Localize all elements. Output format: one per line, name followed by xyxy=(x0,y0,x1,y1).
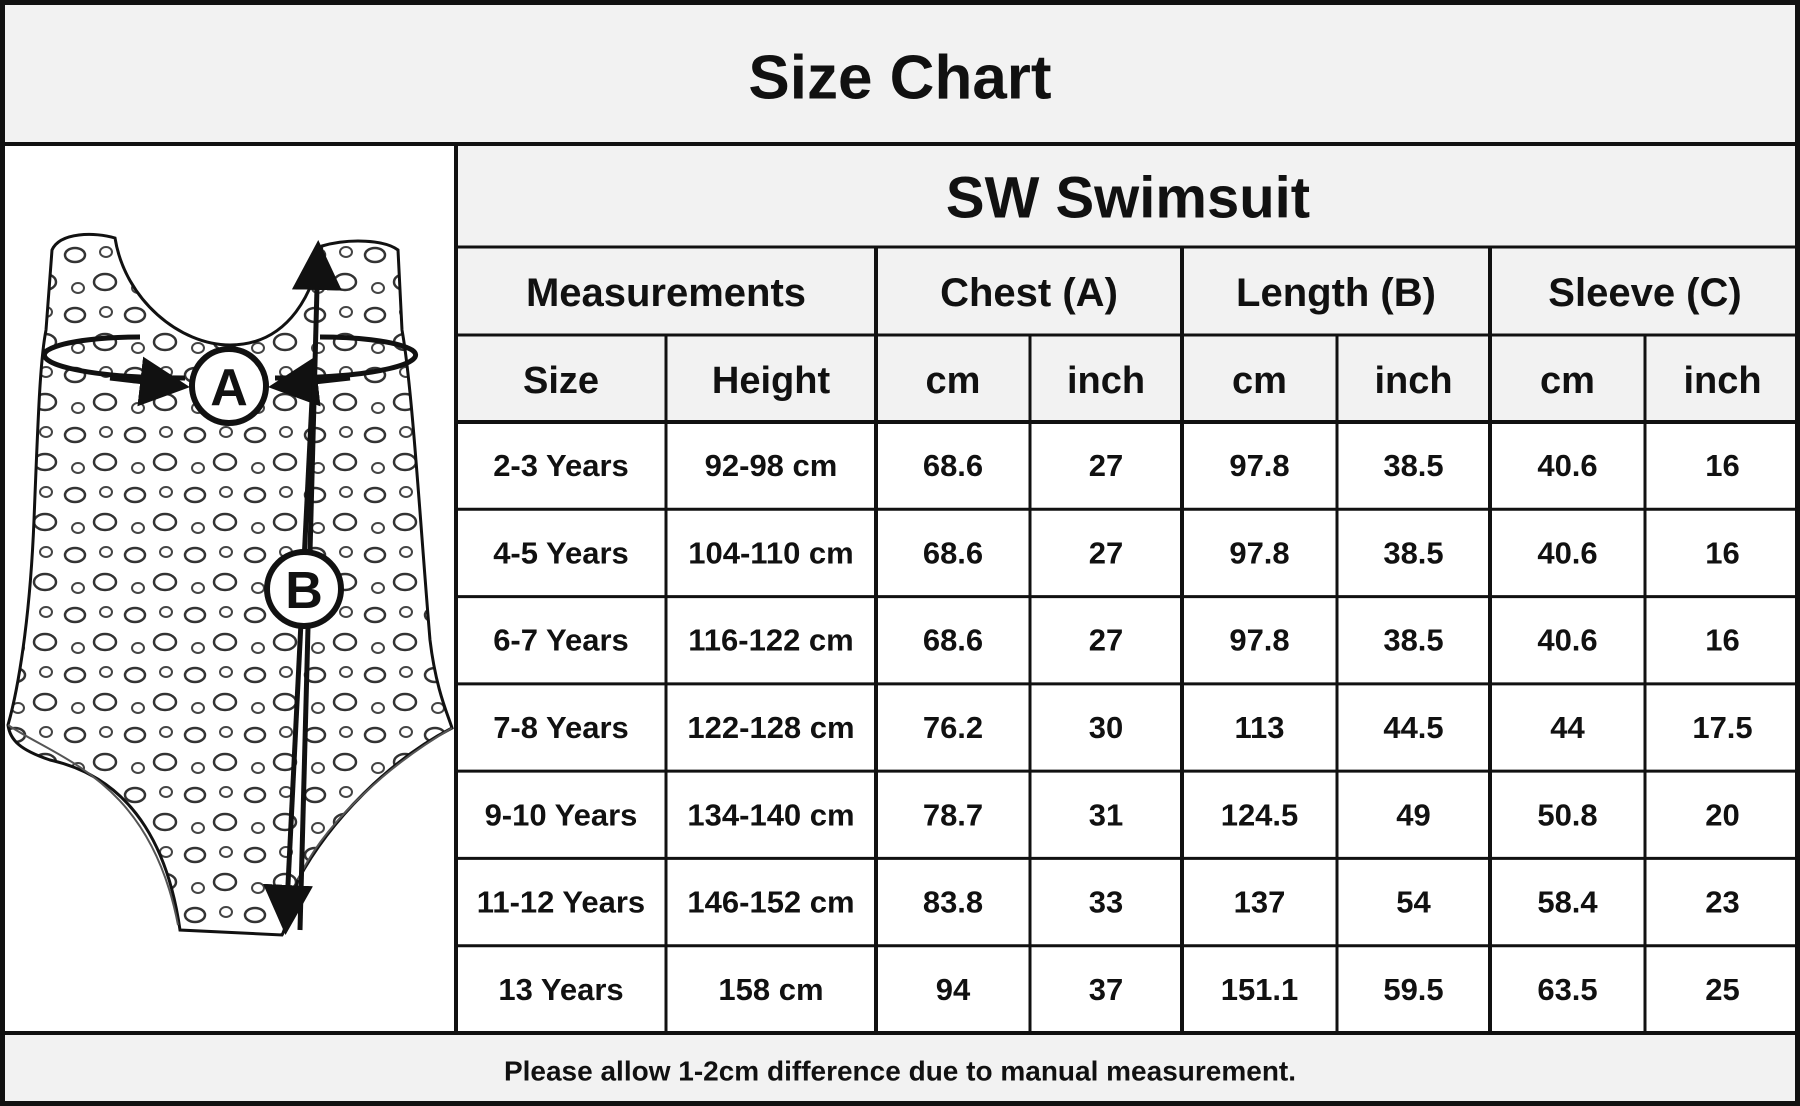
column-header: Height xyxy=(712,360,831,402)
table-cell: 31 xyxy=(1089,797,1123,832)
group-header: Sleeve (C) xyxy=(1548,271,1741,315)
table-cell: 68.6 xyxy=(923,448,983,483)
table-cell: 92-98 cm xyxy=(705,448,838,483)
header-band xyxy=(456,144,1800,422)
table-cell: 16 xyxy=(1705,535,1739,570)
table-cell: 158 cm xyxy=(718,972,823,1007)
table-cell: 94 xyxy=(936,972,971,1007)
table-cell: 63.5 xyxy=(1537,972,1597,1007)
table-cell: 151.1 xyxy=(1221,972,1299,1007)
table-cell: 122-128 cm xyxy=(687,710,854,745)
table-cell: 59.5 xyxy=(1383,972,1443,1007)
table-cell: 83.8 xyxy=(923,885,983,920)
table-cell: 49 xyxy=(1396,797,1430,832)
table-cell: 116-122 cm xyxy=(688,623,853,658)
table-cell: 33 xyxy=(1089,885,1123,920)
table-cell: 38.5 xyxy=(1383,448,1443,483)
table-cell: 4-5 Years xyxy=(493,535,629,570)
table-cell: 44 xyxy=(1550,710,1585,745)
length-arrow xyxy=(263,399,315,935)
table-cell: 78.7 xyxy=(923,797,983,832)
table-cell: 50.8 xyxy=(1537,797,1597,832)
table-cell: 13 Years xyxy=(498,972,623,1007)
table-cell: 38.5 xyxy=(1383,535,1443,570)
footer-note: Please allow 1-2cm difference due to man… xyxy=(504,1056,1296,1087)
column-header: inch xyxy=(1374,360,1452,402)
table-cell: 124.5 xyxy=(1221,797,1299,832)
table-cell: 44.5 xyxy=(1383,710,1443,745)
page-title: Size Chart xyxy=(748,44,1051,113)
chest-arrow xyxy=(109,356,190,407)
chest-arrow xyxy=(41,334,186,381)
diagram-label: B xyxy=(285,562,323,620)
table-cell: 58.4 xyxy=(1537,885,1598,920)
table-cell: 68.6 xyxy=(923,535,983,570)
table-cell: 68.6 xyxy=(923,623,983,658)
table-cell: 146-152 cm xyxy=(687,885,854,920)
table-cell: 20 xyxy=(1705,797,1739,832)
table-cell: 11-12 Years xyxy=(477,885,645,920)
table-cell: 38.5 xyxy=(1383,623,1443,658)
table-cell: 104-110 cm xyxy=(688,535,853,570)
table-cell: 54 xyxy=(1396,885,1431,920)
table-title: SW Swimsuit xyxy=(946,166,1310,231)
table-cell: 23 xyxy=(1705,885,1739,920)
column-header: inch xyxy=(1067,360,1145,402)
group-header: Measurements xyxy=(526,271,806,315)
column-header: cm xyxy=(926,360,981,402)
table-cell: 37 xyxy=(1089,972,1123,1007)
column-header: inch xyxy=(1683,360,1761,402)
leg-opening xyxy=(7,724,179,926)
diagram-label: A xyxy=(210,359,248,417)
table-cell: 17.5 xyxy=(1692,710,1752,745)
table-cell: 2-3 Years xyxy=(493,448,629,483)
table-cell: 27 xyxy=(1089,623,1123,658)
table-cell: 9-10 Years xyxy=(485,797,638,832)
table-cell: 30 xyxy=(1089,710,1123,745)
table-cell: 134-140 cm xyxy=(687,797,854,832)
group-header: Chest (A) xyxy=(940,271,1118,315)
leg-opening xyxy=(297,727,453,881)
table-cell: 16 xyxy=(1705,623,1739,658)
table-cell: 113 xyxy=(1234,710,1284,745)
table-cell: 7-8 Years xyxy=(493,710,629,745)
label-circle xyxy=(264,549,344,629)
table-cell: 40.6 xyxy=(1537,448,1597,483)
group-header: Length (B) xyxy=(1236,271,1436,315)
table-cell: 40.6 xyxy=(1537,623,1597,658)
table-cell: 97.8 xyxy=(1229,623,1289,658)
swimsuit-illustration: A B xyxy=(6,232,454,937)
table-cell: 6-7 Years xyxy=(493,623,629,658)
table-cell: 97.8 xyxy=(1229,448,1289,483)
chest-arrow xyxy=(274,334,419,381)
column-header: cm xyxy=(1540,360,1595,402)
table-cell: 97.8 xyxy=(1229,535,1289,570)
label-circle xyxy=(189,346,269,426)
footer-band xyxy=(0,1033,1800,1106)
table-cell: 16 xyxy=(1705,448,1739,483)
table-cell: 27 xyxy=(1089,448,1123,483)
column-header: cm xyxy=(1232,360,1287,402)
table-cell: 137 xyxy=(1234,885,1286,920)
table-cell: 76.2 xyxy=(923,710,983,745)
table-cell: 25 xyxy=(1705,972,1739,1007)
table-cell: 40.6 xyxy=(1537,535,1597,570)
title-band xyxy=(0,0,1800,144)
column-header: Size xyxy=(523,360,599,402)
table-cell: 27 xyxy=(1089,535,1123,570)
